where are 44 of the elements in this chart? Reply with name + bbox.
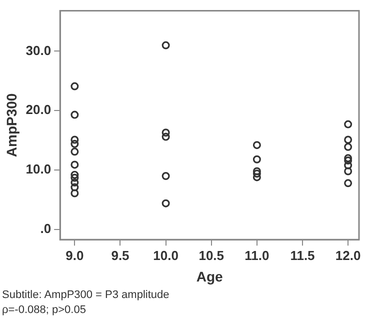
point (70, 183, 79, 192)
x-tick-label: 10.5 (198, 248, 224, 263)
text: ρ=-0.088; p>0.05 (2, 303, 87, 318)
point (70, 148, 79, 156)
point (70, 170, 79, 179)
y-tick-label: 10.0 (26, 162, 52, 177)
point (70, 140, 79, 148)
y-tick-label: 30.0 (26, 42, 52, 58)
point (70, 178, 79, 187)
x-tick-label: 9.0 (66, 248, 84, 263)
y-axis-title: AmpP300 (3, 93, 20, 158)
point (344, 154, 352, 162)
point (70, 110, 79, 119)
point (344, 179, 352, 188)
x-tick-label: 11.5 (290, 248, 315, 263)
point (252, 167, 261, 176)
x-tick-label: 11.0 (244, 248, 270, 263)
point (252, 141, 261, 150)
x-tick-label: 10.0 (153, 248, 178, 263)
point (344, 167, 352, 176)
point (252, 173, 261, 182)
point (162, 172, 170, 180)
point (344, 142, 352, 151)
point (344, 161, 352, 170)
point (162, 199, 170, 208)
point (162, 41, 170, 50)
point (70, 160, 79, 169)
x-tick-label: 9.5 (111, 248, 130, 263)
point (344, 120, 352, 128)
x-axis-title: Age (196, 268, 223, 284)
point (252, 170, 261, 178)
x-tick-label: 12.0 (335, 248, 361, 263)
y-tick-label: .0 (40, 221, 52, 236)
point (344, 136, 352, 144)
text: Subtitle: AmpP300 = P3 amplitude (2, 288, 170, 303)
point (70, 82, 79, 90)
point (70, 189, 79, 198)
point (70, 174, 79, 182)
point (252, 155, 261, 164)
point (162, 132, 170, 141)
point (344, 156, 352, 165)
y-tick-label: 20.0 (26, 102, 52, 118)
point (70, 136, 79, 144)
point (162, 128, 170, 137)
